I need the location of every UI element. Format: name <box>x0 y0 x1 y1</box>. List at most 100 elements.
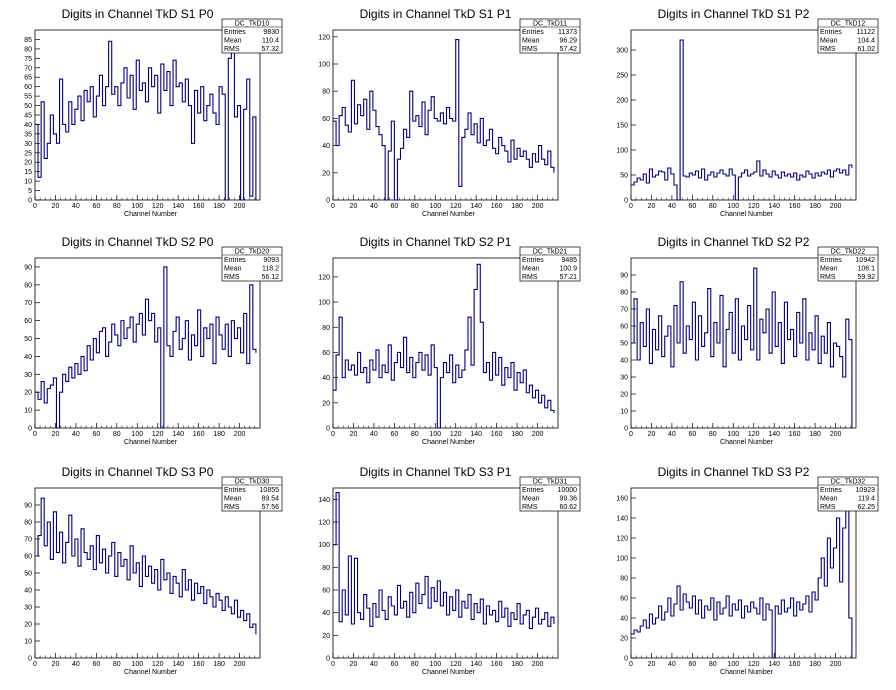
stats-box-frame <box>221 18 283 54</box>
y-tick-label: 35 <box>24 131 32 138</box>
y-tick-label: 30 <box>24 372 32 379</box>
stats-label-entries: Entries <box>820 257 842 264</box>
y-tick-label: 20 <box>620 392 628 399</box>
x-tick-label: 120 <box>450 203 462 210</box>
x-tick-label: 180 <box>809 203 821 210</box>
x-tick-label: 120 <box>450 431 462 438</box>
x-tick-label: 0 <box>331 203 335 210</box>
y-tick-label: 160 <box>616 496 628 503</box>
x-tick-label: 120 <box>748 431 760 438</box>
stats-name: DC_TkD20 <box>235 249 270 256</box>
x-axis-label: Channel Number <box>720 211 774 218</box>
y-tick-label: 90 <box>620 273 628 280</box>
y-tick-label: 300 <box>616 48 628 55</box>
x-axis-label: Channel Number <box>422 439 476 446</box>
y-tick-label: 100 <box>616 556 628 563</box>
x-tick-label: 180 <box>511 431 523 438</box>
x-tick-label: 140 <box>768 203 780 210</box>
x-axis-label: Channel Number <box>720 669 774 676</box>
x-tick-label: 20 <box>52 431 60 438</box>
stats-name: DC_TkD32 <box>831 479 866 486</box>
chart-title: Digits in Channel TkD S1 P2 <box>658 7 810 21</box>
x-tick-label: 60 <box>390 661 398 668</box>
y-tick-label: 40 <box>24 122 32 129</box>
stats-value-mean: 106.1 <box>857 266 875 273</box>
x-tick-label: 20 <box>52 661 60 668</box>
stats-label-mean: Mean <box>522 38 540 45</box>
y-tick-label: 70 <box>24 65 32 72</box>
stats-label-entries: Entries <box>224 487 246 494</box>
stats-label-rms: RMS <box>224 46 240 53</box>
chart-title: Digits in Channel TkD S2 P0 <box>62 235 214 249</box>
y-tick-label: 140 <box>318 497 330 504</box>
stats-value-rms: 57.42 <box>559 46 577 53</box>
y-tick-label: 20 <box>24 390 32 397</box>
y-tick-label: 200 <box>616 98 628 105</box>
y-tick-label: 60 <box>620 596 628 603</box>
y-tick-label: 80 <box>322 89 330 96</box>
y-tick-label: 60 <box>322 350 330 357</box>
x-tick-label: 200 <box>532 661 544 668</box>
stats-label-mean: Mean <box>224 38 242 45</box>
x-tick-label: 100 <box>727 431 739 438</box>
x-tick-label: 200 <box>532 203 544 210</box>
x-tick-label: 140 <box>172 431 184 438</box>
histogram-panel: Digits in Channel TkD S2 P20 20 40 60 80 100 1… <box>620 235 879 446</box>
x-tick-label: 140 <box>470 431 482 438</box>
stats-label-mean: Mean <box>820 496 838 503</box>
histogram-panel: Digits in Channel TkD S3 P00 20 40 60 80 100 1… <box>24 465 283 676</box>
y-tick-label: 30 <box>24 141 32 148</box>
x-tick-label: 120 <box>152 203 164 210</box>
x-tick-label: 180 <box>213 661 225 668</box>
y-tick-label: 0 <box>624 198 628 205</box>
stats-label-entries: Entries <box>522 487 544 494</box>
stats-value-rms: 57.32 <box>261 46 279 53</box>
x-tick-label: 100 <box>429 661 441 668</box>
x-tick-label: 120 <box>748 203 760 210</box>
x-tick-label: 180 <box>213 203 225 210</box>
stats-value-rms: 57.21 <box>559 274 577 281</box>
y-tick-label: 40 <box>322 610 330 617</box>
y-tick-label: 30 <box>620 375 628 382</box>
x-tick-label: 160 <box>491 661 503 668</box>
y-tick-label: 15 <box>24 169 32 176</box>
y-tick-label: 60 <box>24 554 32 561</box>
x-tick-label: 20 <box>648 431 656 438</box>
chart-title: Digits in Channel TkD S3 P1 <box>360 465 512 479</box>
y-tick-label: 70 <box>24 537 32 544</box>
x-tick-label: 0 <box>33 661 37 668</box>
stats-value-rms: 61.02 <box>857 46 875 53</box>
y-tick-label: 55 <box>24 94 32 101</box>
stats-label-mean: Mean <box>522 496 540 503</box>
x-tick-label: 120 <box>152 431 164 438</box>
y-tick-label: 80 <box>322 325 330 332</box>
x-axis-label: Channel Number <box>422 669 476 676</box>
chart-title: Digits in Channel TkD S2 P2 <box>658 235 810 249</box>
stats-label-mean: Mean <box>522 266 540 273</box>
stats-name: DC_TkD30 <box>235 479 270 486</box>
x-tick-label: 160 <box>491 203 503 210</box>
stats-label-entries: Entries <box>224 257 246 264</box>
y-tick-label: 10 <box>620 409 628 416</box>
plot-frame <box>630 487 857 659</box>
y-tick-label: 20 <box>24 622 32 629</box>
stats-value-entries: 9830 <box>263 29 279 36</box>
x-tick-label: 160 <box>491 431 503 438</box>
x-axis-label: Channel Number <box>124 669 178 676</box>
histogram-line <box>35 33 257 201</box>
stats-label-rms: RMS <box>522 46 538 53</box>
stats-value-mean: 100.9 <box>559 266 577 273</box>
x-tick-label: 60 <box>92 431 100 438</box>
x-tick-label: 0 <box>33 431 37 438</box>
stats-box-frame <box>221 246 283 282</box>
y-tick-label: 40 <box>24 588 32 595</box>
chart-title: Digits in Channel TkD S3 P0 <box>62 465 214 479</box>
stats-label-mean: Mean <box>224 266 242 273</box>
x-tick-label: 180 <box>809 661 821 668</box>
stats-value-entries: 11122 <box>857 29 876 36</box>
y-tick-label: 140 <box>616 516 628 523</box>
